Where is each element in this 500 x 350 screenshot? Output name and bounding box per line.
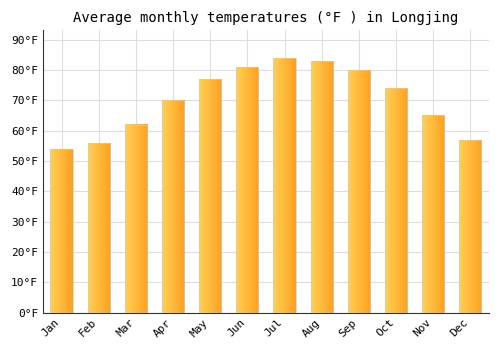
Bar [385,88,407,313]
Bar [459,140,481,313]
Bar [199,79,222,313]
Bar [348,70,370,313]
Bar [162,100,184,313]
Title: Average monthly temperatures (°F ) in Longjing: Average monthly temperatures (°F ) in Lo… [74,11,458,25]
Bar [236,67,258,313]
Bar [310,61,333,313]
Bar [422,116,444,313]
Bar [124,125,147,313]
Bar [50,149,72,313]
Bar [88,143,110,313]
Bar [274,58,295,313]
